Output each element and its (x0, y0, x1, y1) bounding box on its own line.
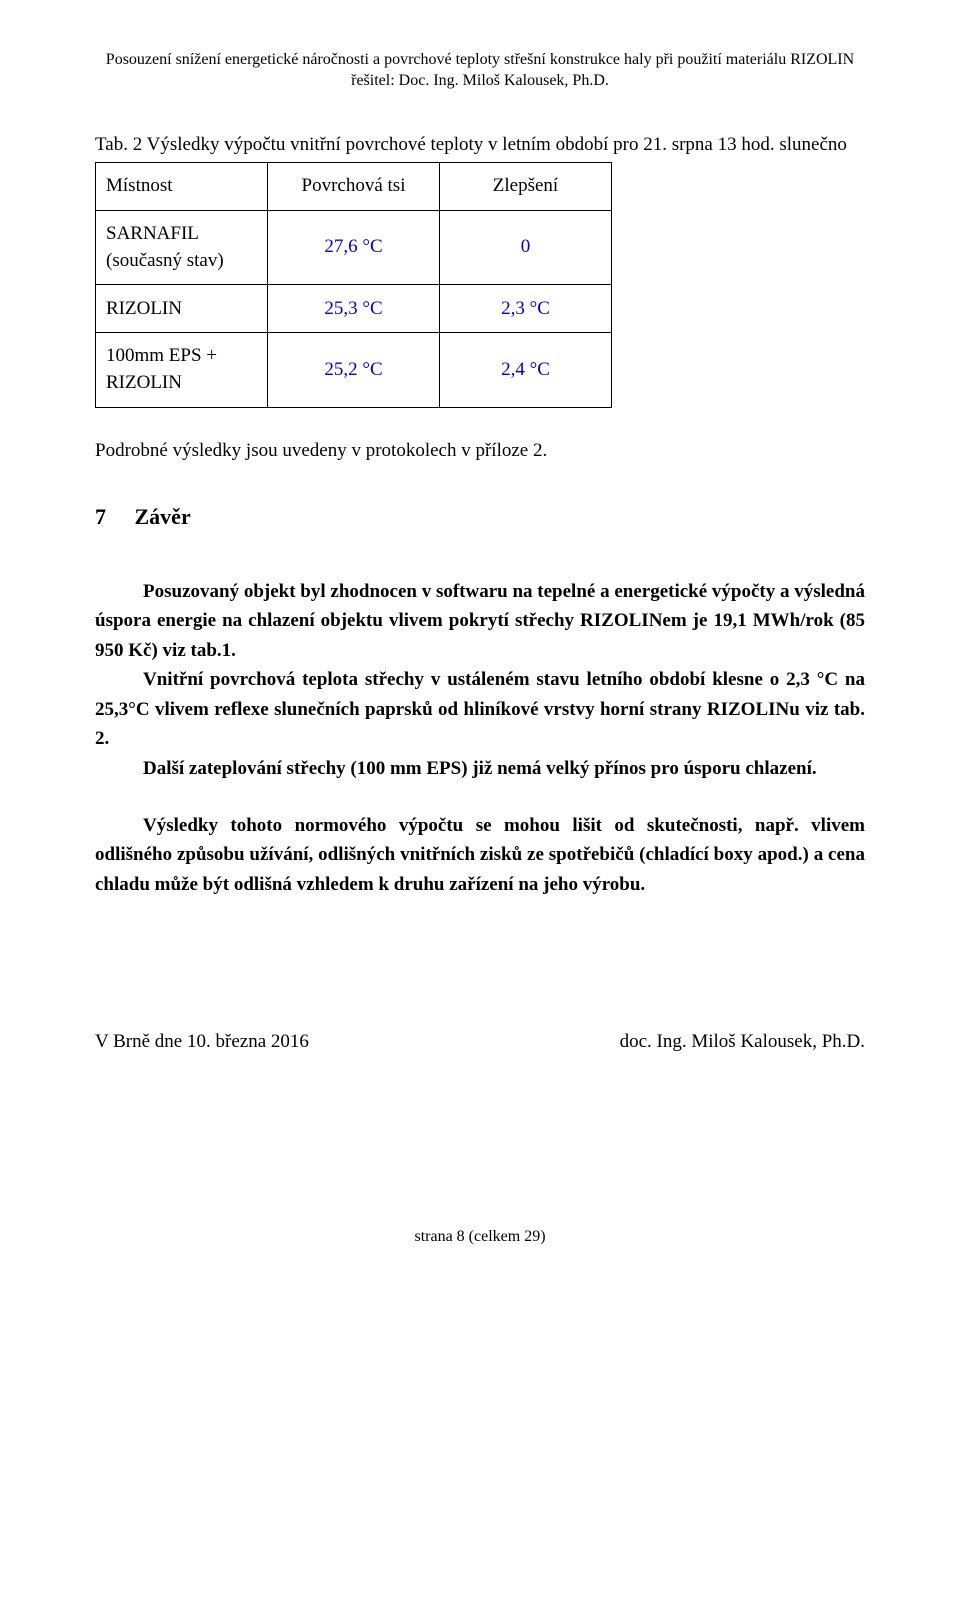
cell-location: 100mm EPS + RIZOLIN (96, 333, 268, 407)
paragraph-4: Výsledky tohoto normového výpočtu se moh… (95, 811, 865, 899)
table-caption: Tab. 2 Výsledky výpočtu vnitřní povrchov… (95, 132, 865, 159)
cell-text: 100mm EPS + (106, 345, 217, 366)
table-row: 100mm EPS + RIZOLIN 25,2 °C 2,4 °C (96, 333, 612, 407)
cell-text: SARNAFIL (106, 223, 199, 244)
section-title: Závěr (135, 504, 191, 529)
page-footer: strana 8 (celkem 29) (95, 1226, 865, 1248)
header-line2: řešitel: Doc. Ing. Miloš Kalousek, Ph.D. (351, 72, 609, 89)
section-number: 7 (95, 502, 129, 533)
signature-date: V Brně dne 10. března 2016 (95, 1029, 309, 1056)
paragraph-2: Vnitřní povrchová teplota střechy v ustá… (95, 665, 865, 753)
cell-value: 0 (440, 211, 612, 285)
col-header-tsi: Povrchová tsi (268, 163, 440, 211)
cell-text: RIZOLIN (106, 372, 182, 393)
results-table: Místnost Povrchová tsi Zlepšení SARNAFIL… (95, 162, 612, 407)
cell-value: 25,2 °C (268, 333, 440, 407)
table-row: RIZOLIN 25,3 °C 2,3 °C (96, 285, 612, 333)
cell-location: SARNAFIL (současný stav) (96, 211, 268, 285)
page-header: Posouzení snížení energetické náročnosti… (95, 50, 865, 92)
protocol-note: Podrobné výsledky jsou uvedeny v protoko… (95, 438, 865, 465)
signature-row: V Brně dne 10. března 2016 doc. Ing. Mil… (95, 1029, 865, 1056)
cell-value: 27,6 °C (268, 211, 440, 285)
paragraph-1: Posuzovaný objekt byl zhodnocen v softwa… (95, 577, 865, 665)
table-header-row: Místnost Povrchová tsi Zlepšení (96, 163, 612, 211)
col-header-location: Místnost (96, 163, 268, 211)
header-line1: Posouzení snížení energetické náročnosti… (106, 51, 854, 68)
paragraph-3: Další zateplování střechy (100 mm EPS) j… (95, 754, 865, 783)
cell-text: (současný stav) (106, 250, 224, 271)
section-heading: 7 Závěr (95, 502, 865, 533)
cell-value: 25,3 °C (268, 285, 440, 333)
cell-location: RIZOLIN (96, 285, 268, 333)
cell-value: 2,4 °C (440, 333, 612, 407)
cell-value: 2,3 °C (440, 285, 612, 333)
table-row: SARNAFIL (současný stav) 27,6 °C 0 (96, 211, 612, 285)
signature-author: doc. Ing. Miloš Kalousek, Ph.D. (620, 1029, 865, 1056)
col-header-improvement: Zlepšení (440, 163, 612, 211)
